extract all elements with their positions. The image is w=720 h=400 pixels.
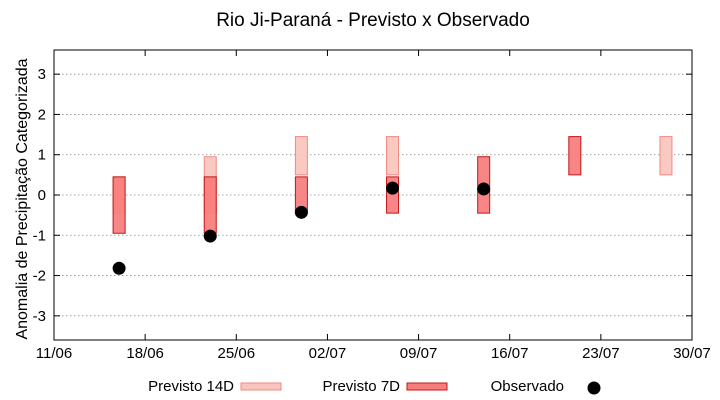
observed-point (294, 205, 308, 219)
y-tick-label: -2 (33, 268, 46, 285)
y-tick-label: -3 (33, 308, 46, 325)
y-axis-label: Anomalia de Precipitação Categorizada (14, 58, 31, 339)
chart-title: Rio Ji-Paraná - Previsto x Observado (216, 10, 530, 31)
legend-swatch (240, 382, 282, 391)
x-ticks: 11/06 18/06 25/06 02/07 09/07 16/07 23/07 30/07 (36, 50, 711, 362)
x-tick-label: 25/06 (218, 345, 256, 362)
legend-label: Observado (491, 378, 564, 395)
x-tick-label: 16/07 (491, 345, 529, 362)
range-bar (294, 136, 308, 176)
x-tick-label: 18/06 (126, 345, 164, 362)
y-tick-label: -1 (33, 227, 46, 244)
y-tick-label: 1 (38, 147, 46, 164)
points (112, 181, 491, 275)
y-ticks: -3 -2 -1 0 1 2 3 (33, 66, 692, 325)
observed-point (477, 182, 491, 196)
grid (54, 73, 692, 317)
x-tick-label: 23/07 (582, 345, 620, 362)
legend-label: Previsto 7D (322, 378, 400, 395)
range-bar (568, 136, 582, 176)
observed-point (203, 229, 217, 243)
legend-swatch (406, 382, 448, 391)
legend-label: Previsto 14D (148, 378, 234, 395)
range-bar (386, 136, 400, 176)
plot-frame (53, 49, 693, 341)
range-bar (659, 136, 673, 176)
legend-marker (587, 381, 601, 395)
y-tick-label: 0 (38, 187, 46, 204)
x-tick-label: 09/07 (400, 345, 438, 362)
x-tick-label: 30/07 (673, 345, 711, 362)
observed-point (112, 261, 126, 275)
range-bar (112, 176, 126, 234)
x-tick-label: 02/07 (309, 345, 347, 362)
legend: Previsto 14D Previsto 7D Observado (148, 378, 601, 395)
x-tick-label: 11/06 (36, 345, 72, 362)
y-tick-label: 3 (38, 66, 46, 83)
range-bar (203, 176, 217, 234)
observed-point (386, 181, 400, 195)
y-tick-label: 2 (38, 106, 46, 123)
